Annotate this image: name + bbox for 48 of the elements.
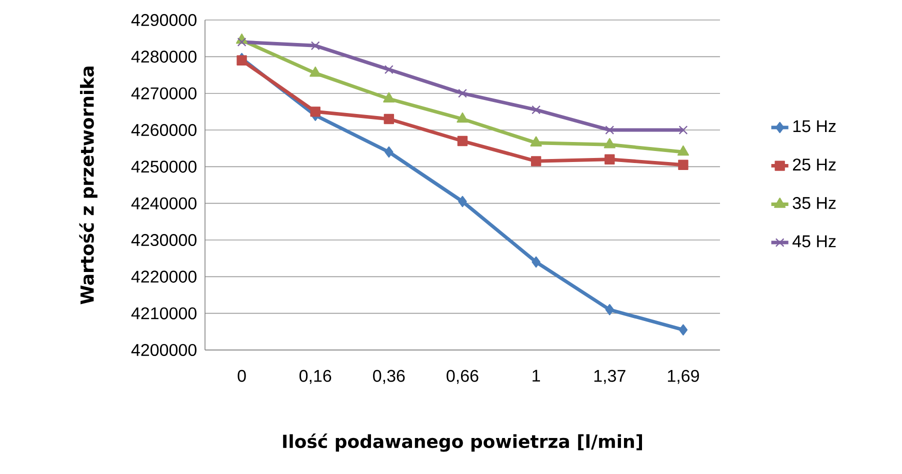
y-tick-label: 4280000: [131, 50, 196, 63]
point: [604, 154, 615, 164]
x-tick-label: 1: [532, 370, 540, 382]
y-tick-label: 4230000: [131, 234, 196, 246]
legend-label: 45 Hz: [792, 235, 836, 248]
point: [678, 160, 688, 170]
point: [310, 66, 322, 77]
point: [530, 156, 542, 166]
y-tick-label: 4200000: [131, 344, 196, 356]
legend-label: 15 Hz: [793, 120, 836, 132]
point: [458, 88, 467, 98]
point: [384, 146, 394, 158]
y-tick-label: 4260000: [131, 124, 196, 136]
point: [310, 41, 320, 50]
point: [237, 38, 246, 46]
point: [456, 112, 468, 123]
y-axis-title: Wartość z przetwornika: [79, 66, 98, 304]
y-tick-label: 4240000: [131, 197, 196, 210]
point: [384, 114, 394, 124]
point: [678, 324, 688, 336]
y-tick-label: 4270000: [131, 87, 196, 100]
x-tick-label: 0,66: [446, 370, 478, 384]
y-tick-label: 4250000: [131, 160, 196, 173]
point: [604, 138, 616, 148]
point: [678, 126, 688, 134]
point: [532, 256, 540, 268]
x-tick-label: 1,69: [668, 370, 699, 384]
point: [384, 65, 394, 74]
point: [383, 92, 395, 102]
x-tick-label: 0,36: [373, 370, 405, 384]
point: [458, 196, 467, 208]
point: [605, 304, 614, 316]
y-tick-label: 4290000: [131, 14, 196, 26]
legend-label: 25 Hz: [792, 158, 836, 171]
point: [310, 106, 320, 117]
point: [532, 105, 541, 114]
legend-label: 35 Hz: [792, 197, 836, 210]
point: [236, 55, 247, 66]
x-tick-label: 0,16: [299, 370, 332, 384]
x-tick-label: 0: [238, 370, 246, 382]
x-axis-title: Ilość podawanego powietrza [l/min]: [283, 433, 642, 452]
point: [605, 126, 614, 134]
point: [530, 136, 542, 146]
point: [677, 145, 690, 156]
y-tick-label: 4220000: [131, 270, 196, 283]
point: [457, 136, 468, 146]
x-tick-label: 1,37: [594, 370, 626, 384]
y-tick-label: 4210000: [131, 307, 196, 320]
